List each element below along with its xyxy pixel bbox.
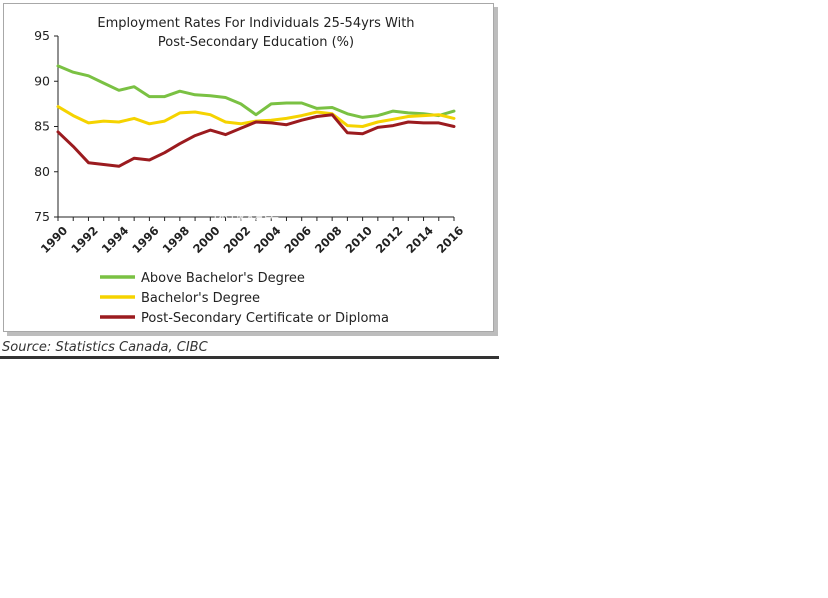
- x-tick-label: 2016: [434, 223, 467, 256]
- y-tick-label: 85: [34, 119, 50, 134]
- x-tick-label: 2004: [251, 223, 284, 256]
- x-tick-label: 2014: [403, 223, 436, 256]
- legend-label-2: Post-Secondary Certificate or Diploma: [141, 311, 389, 326]
- chart-figure: Employment Rates For Individuals 25-54yr…: [0, 0, 500, 362]
- x-tick-label: 2002: [221, 223, 254, 256]
- chart-legend: Above Bachelor's Degree Bachelor's Degree…: [100, 271, 389, 326]
- chart-title-line2: Post-Secondary Education (%): [158, 35, 354, 50]
- x-tick-label: 1998: [160, 223, 193, 256]
- source-note: Source: Statistics Canada, CIBC: [2, 340, 208, 355]
- chart-frame: [3, 3, 494, 332]
- x-tick-label: 2000: [190, 223, 223, 256]
- y-tick-label: 95: [34, 28, 50, 43]
- series-layer: [56, 64, 456, 168]
- x-tick-label: 2012: [373, 223, 406, 256]
- series-line-0: [56, 64, 456, 119]
- y-tick-label: 75: [34, 209, 50, 224]
- watermark-chinese-text: 环球移民: [212, 208, 280, 228]
- y-tick-label: 80: [34, 164, 50, 179]
- x-tick-label: 1994: [99, 223, 132, 256]
- x-tick-label: 2008: [312, 223, 345, 256]
- globe-icon: [220, 134, 272, 186]
- chart-canvas: Employment Rates For Individuals 25-54yr…: [34, 16, 467, 326]
- bottom-divider: [0, 356, 499, 359]
- x-tick-label: 1992: [68, 223, 101, 256]
- legend-label-0: Above Bachelor's Degree: [141, 271, 305, 286]
- x-tick-label: 2006: [281, 223, 314, 256]
- series-line-2: [56, 113, 456, 168]
- chart-title-line1: Employment Rates For Individuals 25-54yr…: [97, 16, 414, 31]
- x-tick-label: 1996: [129, 223, 162, 256]
- watermark: GLOBECHAMP 环球移民: [212, 134, 280, 228]
- x-tick-label: 2010: [342, 223, 375, 256]
- legend-label-1: Bachelor's Degree: [141, 291, 260, 306]
- x-tick-label: 1990: [38, 223, 71, 256]
- y-tick-label: 90: [34, 73, 50, 88]
- watermark-brand-text: GLOBECHAMP: [218, 191, 274, 200]
